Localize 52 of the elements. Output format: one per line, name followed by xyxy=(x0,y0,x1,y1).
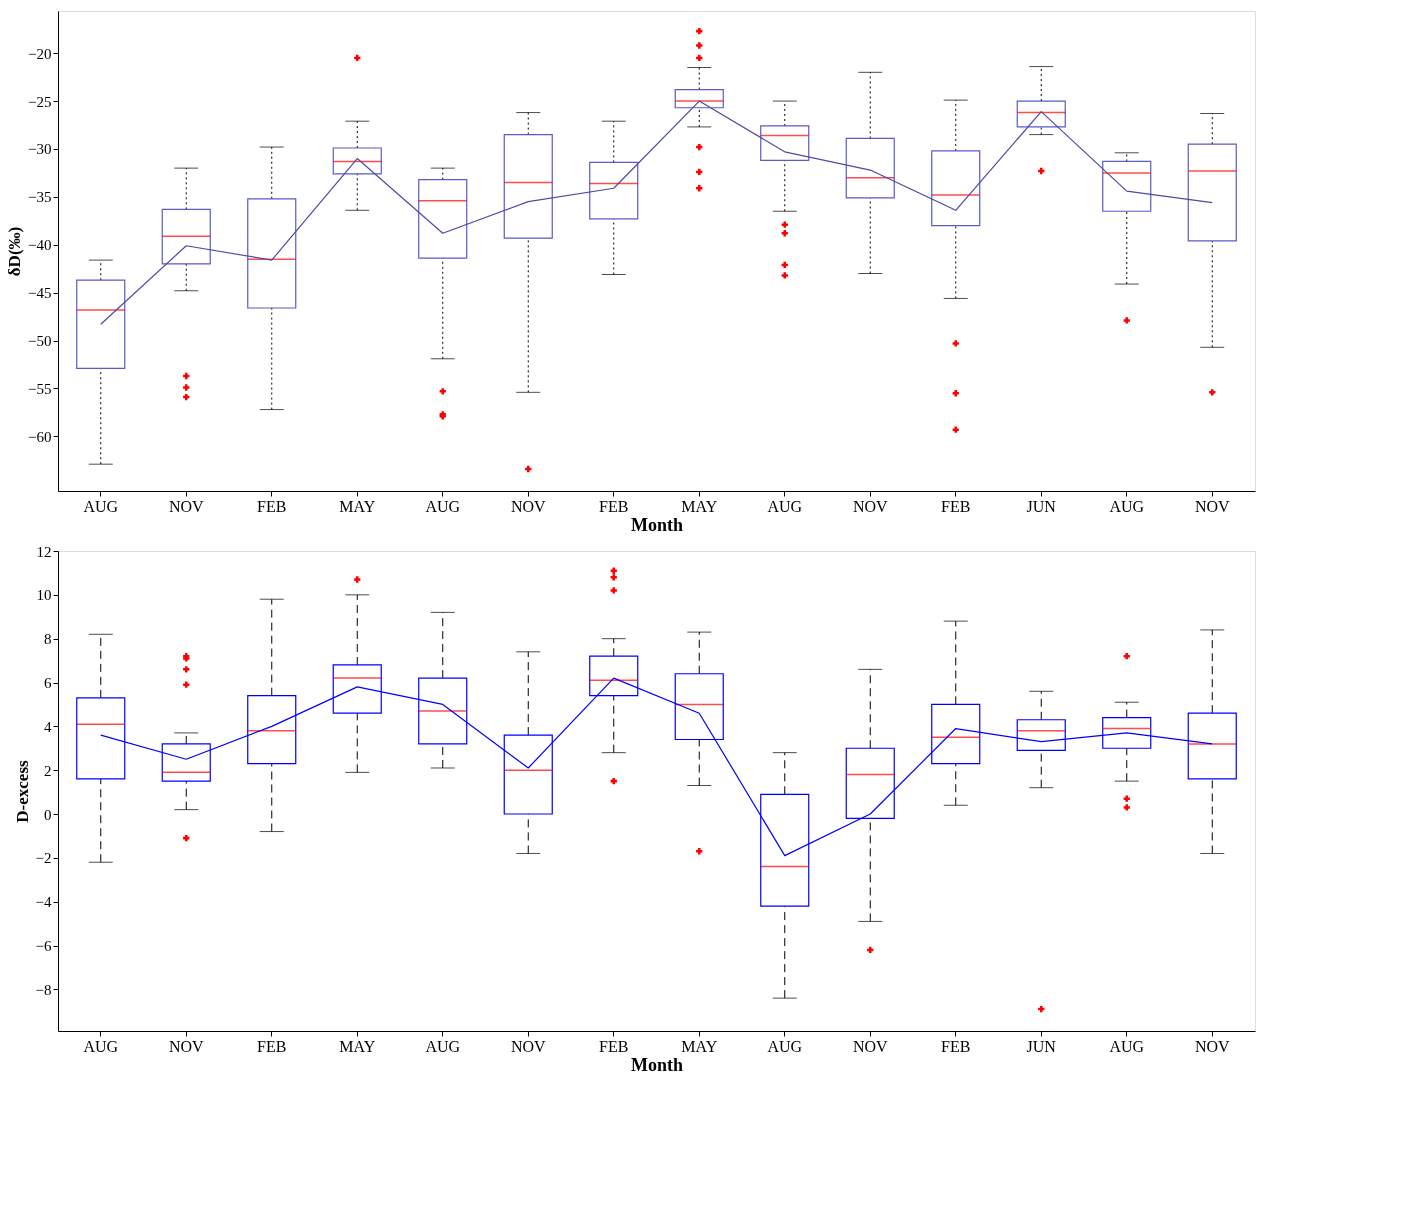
x-tick-label: NOV xyxy=(852,1037,889,1055)
x-tick-label: FEB xyxy=(257,497,287,515)
y-tick-label: 8 xyxy=(44,631,52,648)
y-tick-label: −45 xyxy=(28,285,52,302)
y-tick-label: −30 xyxy=(28,141,52,158)
x-axis-title: Month xyxy=(630,514,684,535)
x-tick-label: MAY xyxy=(681,1037,718,1055)
x-tick-label: AUG xyxy=(425,497,461,515)
x-tick-label: NOV xyxy=(1194,1037,1231,1055)
y-tick-label: −20 xyxy=(28,45,52,62)
y-tick-label: −2 xyxy=(35,850,52,867)
x-tick-label: MAY xyxy=(339,497,376,515)
y-axis-title: D-excess xyxy=(12,759,32,823)
y-tick-label: 4 xyxy=(44,718,52,735)
x-tick-label: AUG xyxy=(83,497,119,515)
y-tick-label: −50 xyxy=(28,333,52,350)
y-tick-label: 2 xyxy=(44,762,52,779)
x-tick-label: MAY xyxy=(681,497,718,515)
x-axis-title: Month xyxy=(630,1054,684,1075)
x-tick-label: MAY xyxy=(339,1037,376,1055)
y-tick-label: 6 xyxy=(44,675,52,692)
y-tick-label: −40 xyxy=(28,237,52,254)
y-tick-label: −8 xyxy=(35,981,52,998)
y-tick-label: −35 xyxy=(28,189,52,206)
y-tick-label: −60 xyxy=(28,428,52,445)
x-tick-label: NOV xyxy=(168,1037,205,1055)
x-tick-label: AUG xyxy=(83,1037,119,1055)
x-tick-label: AUG xyxy=(767,497,803,515)
y-tick-label: 12 xyxy=(36,543,52,560)
y-tick-label: −55 xyxy=(28,380,52,397)
x-tick-label: AUG xyxy=(767,1037,803,1055)
x-tick-label: AUG xyxy=(425,1037,461,1055)
x-tick-label: AUG xyxy=(1109,1037,1145,1055)
x-tick-label: FEB xyxy=(257,1037,287,1055)
y-tick-label: 10 xyxy=(36,587,52,604)
x-tick-label: AUG xyxy=(1109,497,1145,515)
x-tick-label: FEB xyxy=(599,497,629,515)
x-tick-label: FEB xyxy=(941,1037,971,1055)
x-tick-label: NOV xyxy=(168,497,205,515)
x-tick-label: NOV xyxy=(852,497,889,515)
x-tick-label: NOV xyxy=(510,497,547,515)
x-tick-label: JUN xyxy=(1026,1037,1057,1055)
y-axis-title: δD(‰) xyxy=(5,226,25,277)
y-tick-label: −25 xyxy=(28,93,52,110)
x-tick-label: FEB xyxy=(941,497,971,515)
x-tick-label: FEB xyxy=(599,1037,629,1055)
y-tick-label: −4 xyxy=(35,894,52,911)
y-tick-label: 0 xyxy=(44,806,52,823)
y-tick-label: −6 xyxy=(35,938,52,955)
x-tick-label: NOV xyxy=(510,1037,547,1055)
x-tick-label: NOV xyxy=(1194,497,1231,515)
x-tick-label: JUN xyxy=(1026,497,1057,515)
